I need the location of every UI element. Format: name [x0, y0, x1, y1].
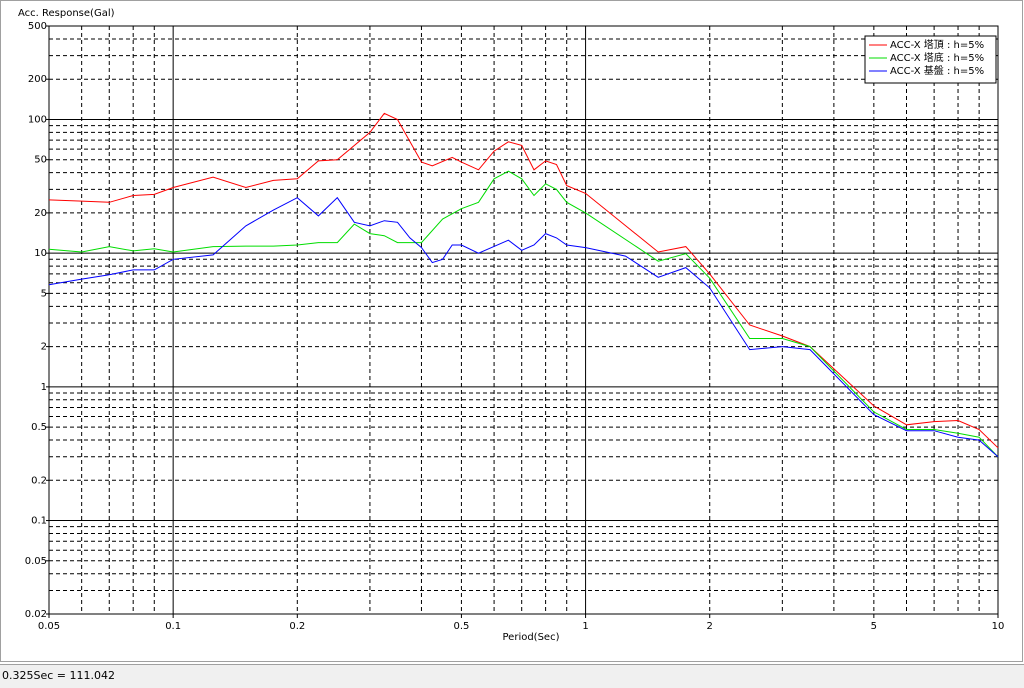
series-line — [48, 170, 999, 458]
x-tick-label: 1 — [582, 621, 588, 632]
y-tick-label: 2 — [41, 342, 47, 353]
x-tick-label: 0.1 — [165, 621, 181, 632]
y-tick-label: 1 — [41, 382, 47, 393]
y-tick-label: 0.5 — [31, 422, 47, 433]
y-tick-label: 0.02 — [25, 609, 47, 620]
x-tick-label: 10 — [992, 621, 1005, 632]
y-tick-label: 10 — [34, 248, 47, 259]
legend: ACC-X 塔頂 : h=5%ACC-X 塔底 : h=5%ACC-X 基盤 :… — [864, 35, 997, 84]
status-bar: 0.325Sec = 111.042 — [0, 664, 1024, 688]
y-tick-label: 100 — [28, 114, 47, 125]
y-tick-label: 50 — [34, 155, 47, 166]
x-tick-label: 0.5 — [453, 621, 469, 632]
plot-area — [48, 25, 999, 615]
x-tick-label: 5 — [871, 621, 877, 632]
y-tick-label: 0.05 — [25, 556, 47, 567]
legend-label: ACC-X 塔底 : h=5% — [890, 51, 984, 64]
y-tick-label: 0.2 — [31, 475, 47, 486]
y-tick-label: 20 — [34, 208, 47, 219]
x-axis-label: Period(Sec) — [503, 632, 560, 643]
chart: Acc. Response(Gal) Period(Sec) 0.05 0.1 0.… — [0, 0, 1023, 662]
series-line — [48, 112, 999, 449]
y-tick-label: 5 — [41, 288, 47, 299]
legend-box — [864, 35, 997, 84]
y-axis-label: Acc. Response(Gal) — [18, 8, 115, 19]
series-line — [48, 196, 999, 458]
y-tick-label: 500 — [28, 21, 47, 32]
legend-label: ACC-X 基盤 : h=5% — [890, 64, 984, 77]
x-tick-label: 2 — [707, 621, 713, 632]
y-tick-label: 0.1 — [31, 516, 47, 527]
y-tick-label: 200 — [28, 74, 47, 85]
x-tick-label: 0.2 — [289, 621, 305, 632]
x-tick-label: 0.05 — [38, 621, 60, 632]
legend-label: ACC-X 塔頂 : h=5% — [890, 38, 984, 51]
